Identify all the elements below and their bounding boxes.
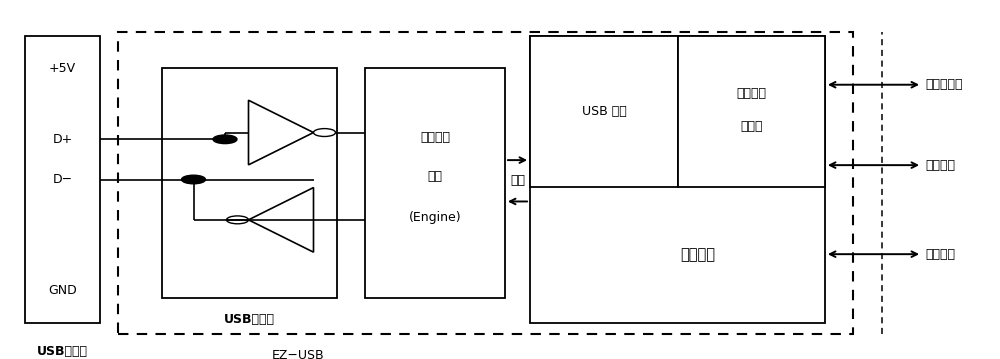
Text: 地址总线: 地址总线 (925, 159, 955, 172)
FancyBboxPatch shape (678, 36, 825, 187)
FancyBboxPatch shape (530, 36, 678, 187)
Text: USB连接器: USB连接器 (37, 345, 88, 358)
FancyBboxPatch shape (365, 68, 505, 298)
FancyBboxPatch shape (530, 36, 825, 323)
Text: 输入输出口: 输入输出口 (925, 78, 962, 91)
Circle shape (182, 175, 206, 184)
Text: USB 接口: USB 接口 (582, 105, 626, 118)
Text: 存储器: 存储器 (740, 120, 763, 133)
Text: (Engine): (Engine) (409, 211, 461, 224)
Text: +5V: +5V (49, 62, 76, 75)
Text: 微控制器: 微控制器 (680, 247, 715, 262)
Text: EZ−USB: EZ−USB (272, 349, 324, 359)
Text: 数据总线: 数据总线 (925, 248, 955, 261)
Text: D+: D+ (52, 133, 73, 146)
FancyBboxPatch shape (162, 68, 337, 298)
Circle shape (213, 135, 237, 144)
Text: GND: GND (48, 284, 77, 297)
Text: USB收发器: USB收发器 (224, 313, 275, 326)
Text: 数据: 数据 (510, 174, 525, 187)
Text: 引擎: 引擎 (428, 170, 442, 183)
Text: 串行接口: 串行接口 (420, 131, 450, 144)
Text: D−: D− (52, 173, 73, 186)
Text: 程序数据: 程序数据 (736, 87, 767, 100)
FancyBboxPatch shape (25, 36, 100, 323)
